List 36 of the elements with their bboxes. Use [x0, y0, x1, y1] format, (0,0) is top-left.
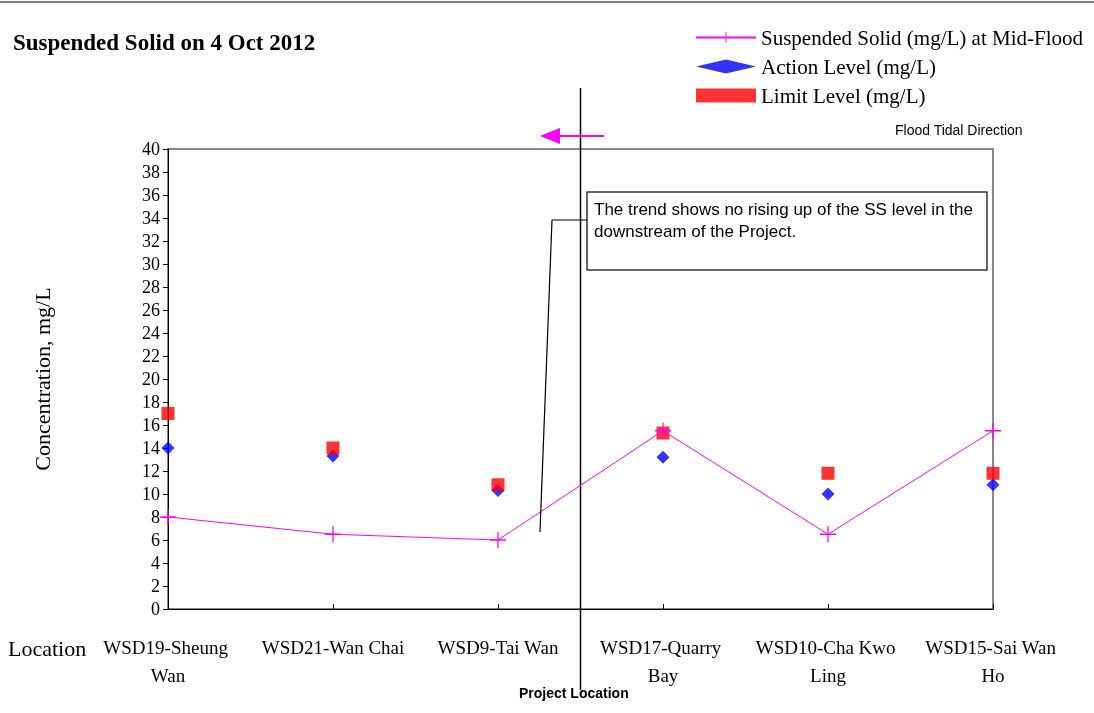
text: Flood Tidal Direction	[895, 122, 1023, 138]
y-tick-label: 2	[151, 576, 160, 596]
y-tick-label: 14	[142, 438, 160, 458]
y-tick-label: 0	[151, 599, 160, 619]
text: Project Location	[519, 685, 629, 701]
y-tick-label: 34	[142, 208, 160, 228]
y-tick-label: 30	[142, 254, 160, 274]
legend-label: Suspended Solid (mg/L) at Mid-Flood	[761, 25, 1084, 50]
x-tick-label: WSD9-Tai Wan	[437, 636, 559, 658]
y-tick-label: 24	[142, 323, 160, 343]
x-tick-label: WSD19-Sheung Wan	[103, 636, 233, 686]
legend-label: Limit Level (mg/L)	[761, 83, 926, 108]
y-tick-label: 32	[142, 231, 160, 251]
x-tick-label: WSD15-Sai Wan Ho	[925, 636, 1061, 686]
y-tick-label: 6	[151, 530, 160, 550]
x-tick-label: WSD21-Wan Chai	[261, 636, 405, 658]
y-tick-label: 40	[142, 139, 160, 159]
annotation: The trend shows no rising up of the SS level in the downstream of the Project.	[594, 199, 978, 241]
y-tick-label: 22	[142, 346, 160, 366]
chart-title: Suspended Solid on 4 Oct 2012	[13, 30, 316, 55]
y-tick-label: 8	[151, 507, 160, 527]
y-tick-label: 38	[142, 162, 160, 182]
legend-label: Action Level (mg/L)	[761, 54, 936, 79]
x-tick-label: WSD10-Cha Kwo Ling	[755, 636, 901, 686]
y-tick-label: 20	[142, 369, 160, 389]
y-tick-label: 10	[142, 484, 160, 504]
y-tick-label: 28	[142, 277, 160, 297]
y-tick-label: 36	[142, 185, 160, 205]
y-tick-label: 26	[142, 300, 160, 320]
y-tick-label: 18	[142, 392, 160, 412]
y-tick-label: 16	[142, 415, 160, 435]
x-axis-title: Location	[8, 635, 87, 661]
y-axis-title: Concentration, mg/L	[29, 287, 55, 471]
y-tick-label: 12	[142, 461, 160, 481]
x-tick-label: WSD17-Quarry Bay	[599, 636, 727, 686]
y-tick-label: 4	[151, 553, 160, 573]
